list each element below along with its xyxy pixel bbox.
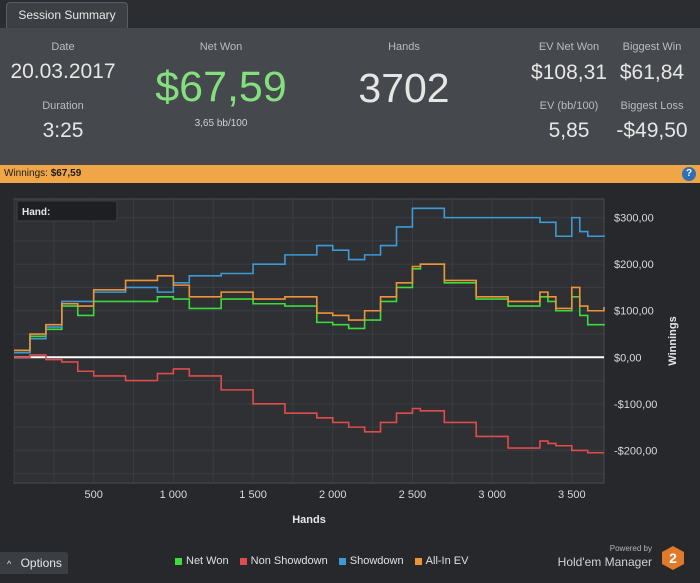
grid-lines: [13, 199, 604, 483]
chevron-up-icon: ^: [7, 559, 12, 569]
help-icon[interactable]: ?: [682, 167, 696, 181]
legend-swatch: [414, 557, 422, 565]
x-tick-label: 2 500: [399, 489, 427, 501]
legend-swatch: [338, 557, 346, 565]
y-tick-label: -$100,00: [614, 399, 657, 411]
date-label: Date: [51, 41, 75, 53]
y-axis-label: Winnings: [667, 316, 679, 365]
hand-box: [16, 200, 118, 222]
legend-net-won[interactable]: Net Won: [175, 555, 229, 567]
y-tick-label: $300,00: [614, 213, 654, 225]
tab-session-summary[interactable]: Session Summary: [6, 2, 128, 28]
brand-logo: Powered by Hold'em Manager 2: [554, 544, 684, 572]
x-tick-label: 3 500: [558, 489, 586, 501]
x-axis-ticks: 500 1 000 1 500 2 000 2 500 3 000 3 500: [85, 489, 586, 501]
x-axis-label: Hands: [292, 514, 326, 526]
duration-value: 3:25: [42, 119, 84, 142]
series-lines: [14, 207, 605, 454]
series-line-non-showdown: [14, 354, 604, 454]
series-line-all-in-ev: [14, 263, 605, 352]
ev-bb-label: EV (bb/100): [539, 100, 599, 112]
date-value: 20.03.2017: [10, 60, 116, 83]
series-line-showdown: [14, 207, 605, 354]
y-axis-ticks: $300,00 $200,00 $100,00 $0,00 -$100,00 -$200,…: [614, 213, 657, 458]
options-label: Options: [20, 556, 62, 570]
net-won-value: $67,59: [155, 63, 287, 111]
legend-label: Showdown: [349, 555, 404, 567]
y-tick-label: -$200,00: [614, 445, 657, 457]
powered-by-text: Powered by: [609, 544, 652, 553]
hm2-logo-icon: 2: [662, 546, 684, 570]
winnings-chart: 500 1 000 1 500 2 000 2 500 3 000 3 500 $300,0…: [13, 198, 679, 526]
winnings-value: $67,59: [50, 168, 82, 179]
legend-label: All-In EV: [425, 555, 469, 567]
y-tick-label: $200,00: [614, 259, 654, 271]
legend-swatch: [175, 557, 182, 565]
legend-showdown[interactable]: Showdown: [338, 555, 404, 567]
winnings-banner: Winnings: $67,59 ?: [0, 165, 700, 183]
hand-label: Hand:: [22, 207, 50, 218]
y-tick-label: $100,00: [614, 306, 654, 318]
ev-bb-value: 5,85: [548, 119, 590, 142]
winnings-text: Winnings: $67,59: [4, 165, 81, 183]
biggest-loss-value: -$49,50: [616, 119, 688, 142]
x-tick-label: 3 000: [478, 489, 506, 501]
biggest-win-value: $61,84: [619, 61, 685, 84]
brand-name: Hold'em Manager: [557, 555, 652, 569]
x-tick-label: 2 000: [319, 489, 347, 501]
ev-net-won-label: EV Net Won: [538, 41, 600, 53]
legend-label: Net Won: [186, 555, 229, 567]
summary-panel: Date 20.03.2017 Duration 3:25 Net Won $6…: [0, 28, 700, 165]
tab-bar: Session Summary: [0, 0, 700, 28]
legend-non-showdown[interactable]: Non Showdown: [239, 555, 328, 567]
net-won-bb: 3,65 bb/100: [194, 118, 248, 129]
y-tick-label: $0,00: [614, 352, 642, 364]
x-tick-label: 1 500: [239, 489, 267, 501]
x-tick-label: 1 000: [160, 489, 188, 501]
chart-legend: Net Won Non Showdown Showdown All-In EV: [175, 555, 476, 567]
legend-label: Non Showdown: [250, 555, 328, 567]
duration-label: Duration: [42, 100, 84, 112]
legend-all-in-ev[interactable]: All-In EV: [414, 555, 469, 567]
net-won-label: Net Won: [199, 41, 243, 53]
biggest-loss-label: Biggest Loss: [620, 100, 684, 112]
plot-background: [13, 198, 605, 484]
options-button[interactable]: ^ Options: [0, 552, 68, 574]
hands-label: Hands: [388, 41, 420, 53]
ev-net-won-value: $108,31: [531, 61, 607, 84]
x-tick-label: 500: [85, 489, 103, 501]
hands-value: 3702: [358, 65, 450, 111]
winnings-label: Winnings:: [4, 168, 48, 179]
legend-swatch: [239, 557, 247, 565]
chart-area: 500 1 000 1 500 2 000 2 500 3 000 3 500 $300,0…: [0, 183, 700, 578]
biggest-win-label: Biggest Win: [622, 41, 682, 53]
